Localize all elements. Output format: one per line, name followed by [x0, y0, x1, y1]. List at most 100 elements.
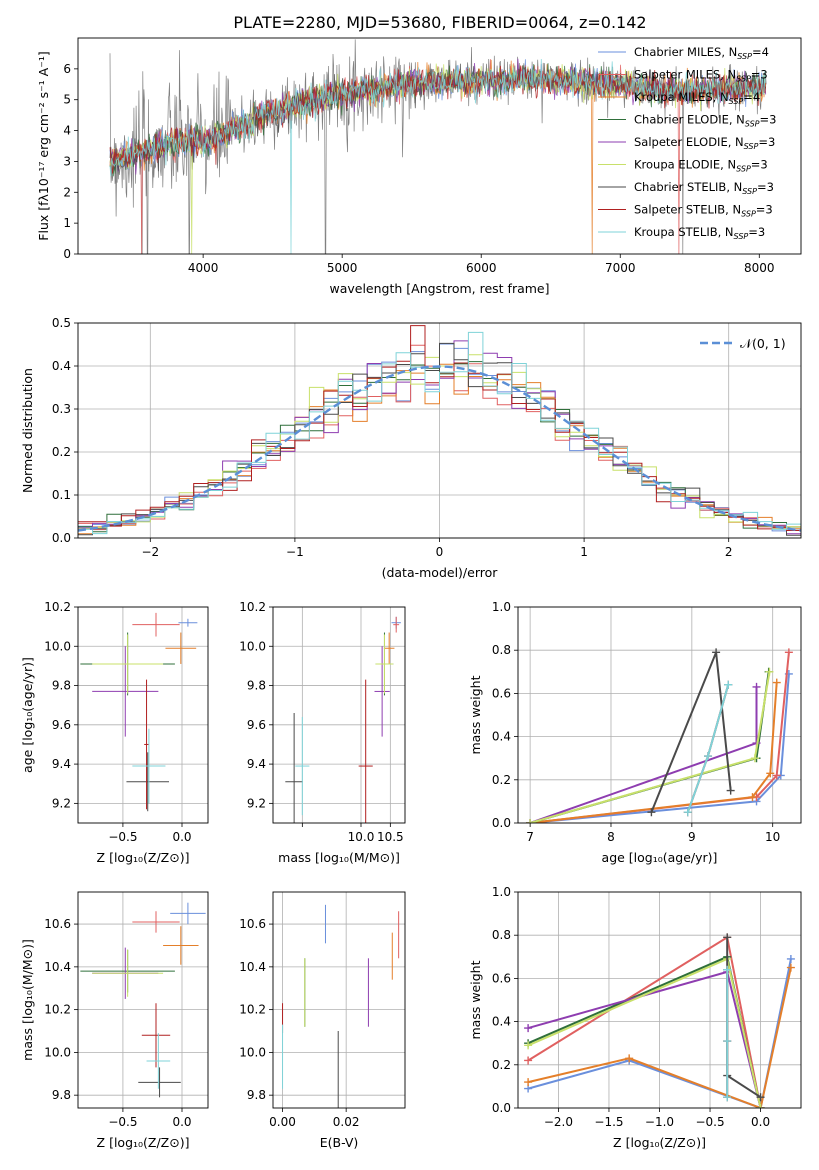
x-tick-label: 0.00 [269, 1115, 296, 1129]
legend-label-kroupa_miles: Kroupa MILES, NSSP=4 [634, 90, 760, 106]
x-tick-label: −1.0 [645, 1115, 674, 1129]
x-tick-label: 10.5 [377, 830, 404, 844]
y-tick-label: 10.0 [239, 639, 266, 653]
figure-title: PLATE=2280, MJD=53680, FIBERID=0064, z=0… [233, 13, 646, 32]
y-tick-label: 0.0 [492, 1101, 511, 1115]
series-kroupa_stelib [686, 684, 730, 813]
x-axis-label: mass [log₁₀(M/M⊙)] [278, 850, 400, 865]
marker-kroupa_miles [748, 793, 757, 802]
panel-weight_vs_age: 7 8 9 10 0.0 0.2 0.4 0.6 0.8 1.0 age [log₁₀(age/yr… [468, 600, 802, 865]
x-tick-label: −2 [141, 545, 159, 559]
plot-area [285, 616, 401, 823]
y-tick-label: 1 [63, 216, 71, 230]
y-tick-label: 0.4 [52, 359, 71, 373]
marker-kroupa_elodie [765, 667, 774, 676]
x-tick-label: 0.0 [172, 1115, 191, 1129]
x-tick-label: 6000 [466, 261, 497, 275]
x-tick-label: −1.5 [594, 1115, 623, 1129]
marker-salpeter_elodie [752, 682, 761, 691]
legend-label-kroupa_elodie: Kroupa ELODIE, NSSP=3 [634, 158, 768, 174]
marker-salpeter_miles [772, 771, 781, 780]
y-tick-label: 0.8 [492, 643, 511, 657]
x-tick-label: 0.0 [172, 830, 191, 844]
panel-age_vs_Z: −0.5 0.0 9.2 9.4 9.6 9.8 10.0 10.2 Z [log₁₀(Z/Z⊙… [20, 600, 209, 865]
plot-area [78, 325, 801, 536]
marker-salpeter_miles [784, 648, 793, 657]
x-tick-label: 8000 [744, 261, 775, 275]
y-tick-label: 0.3 [52, 402, 71, 416]
marker-kroupa_stelib [723, 965, 732, 974]
y-tick-label: 0.0 [52, 531, 71, 545]
y-tick-label: 0.6 [492, 971, 511, 985]
axes-frame [272, 891, 406, 1109]
marker-kroupa_elodie [756, 1104, 765, 1108]
y-tick-label: 10.4 [239, 960, 266, 974]
y-tick-label: 9.2 [52, 796, 71, 810]
marker-chabrier_miles [786, 954, 795, 963]
axes-frame [77, 37, 802, 255]
y-tick-label: 0.4 [492, 1015, 511, 1029]
marker-chabrier_stelib [756, 1093, 765, 1102]
panels: 4000 5000 6000 7000 8000 0 1 2 3 4 5 6 wavelength [A… [20, 37, 802, 1150]
panel-weight_vs_Z: −2.0 −1.5 −1.0 −0.5 0.0 0.0 0.2 0.4 0.6 0.8 1.0 Z [… [468, 885, 802, 1150]
marker-salpeter_miles [524, 1056, 533, 1065]
y-tick-label: 0.4 [492, 730, 511, 744]
y-tick-label: 9.4 [247, 757, 266, 771]
legend-label-chabrier_stelib: Chabrier STELIB, NSSP=3 [634, 180, 774, 196]
gaussian-curve [78, 365, 801, 532]
axes-frame [517, 891, 802, 1109]
plot-area [80, 902, 206, 1098]
y-axis-label: Flux [fλ10⁻¹⁷ erg cm⁻² s⁻¹ A⁻¹] [36, 51, 51, 240]
y-tick-label: 10.2 [44, 1003, 71, 1017]
y-axis-label: age [log₁₀(age/yr)] [20, 657, 35, 773]
y-tick-label: 10.0 [44, 639, 71, 653]
legend-label-kroupa_stelib: Kroupa STELIB, NSSP=3 [634, 225, 765, 241]
y-tick-label: 2 [63, 185, 71, 199]
y-tick-label: 3 [63, 154, 71, 168]
legend: Chabrier MILES, NSSP=4 Salpeter MILES, NS… [598, 45, 776, 241]
legend-label-chabrier_elodie: Chabrier ELODIE, NSSP=3 [634, 113, 776, 129]
marker-chabrier_stelib [712, 648, 721, 657]
x-tick-label: 10.0 [348, 830, 375, 844]
y-tick-label: 0.5 [52, 316, 71, 330]
axes-frame [77, 322, 802, 539]
x-tick-label: 7 [526, 830, 534, 844]
marker-kroupa_elodie [750, 754, 759, 763]
x-tick-label: −0.5 [108, 1115, 137, 1129]
x-tick-label: 5000 [327, 261, 358, 275]
marker-kroupa_miles [524, 1078, 533, 1087]
x-axis-label: wavelength [Angstrom, rest frame] [329, 281, 549, 296]
histogram-kroupa_stelib [78, 331, 801, 535]
x-tick-label: 7000 [605, 261, 636, 275]
y-tick-label: 10.0 [44, 1045, 71, 1059]
x-tick-label: 8 [607, 830, 615, 844]
marker-chabrier_stelib [726, 786, 735, 795]
y-tick-label: 0.0 [492, 816, 511, 830]
plot-area [526, 648, 793, 823]
y-tick-label: 9.6 [247, 718, 266, 732]
series-chabrier_elodie [527, 955, 762, 1108]
series-kroupa_miles [529, 682, 778, 823]
y-tick-label: 10.4 [44, 960, 71, 974]
y-tick-label: 9.6 [52, 718, 71, 732]
model-kroupa_stelib [109, 58, 767, 254]
series-salpeter_miles [527, 935, 762, 1108]
y-tick-label: 9.2 [247, 796, 266, 810]
series-chabrier_stelib [650, 652, 732, 813]
series-chabrier_miles [530, 673, 790, 823]
marker-chabrier_stelib [647, 808, 656, 817]
x-tick-label: −0.5 [695, 1115, 724, 1129]
plot-area [80, 612, 198, 812]
x-axis-label: age [log₁₀(age/yr)] [602, 850, 718, 865]
marker-kroupa_stelib [723, 1037, 732, 1046]
axes-frame [77, 891, 209, 1109]
marker-salpeter_elodie [524, 1024, 533, 1033]
x-tick-label: 0.02 [333, 1115, 360, 1129]
y-tick-label: 9.8 [247, 1088, 266, 1102]
y-tick-label: 0 [63, 247, 71, 261]
y-tick-label: 10.0 [239, 1045, 266, 1059]
y-tick-label: 0.2 [492, 773, 511, 787]
y-axis-label: Normed distribution [20, 368, 35, 493]
y-tick-label: 10.6 [239, 917, 266, 931]
y-tick-label: 9.4 [52, 757, 71, 771]
